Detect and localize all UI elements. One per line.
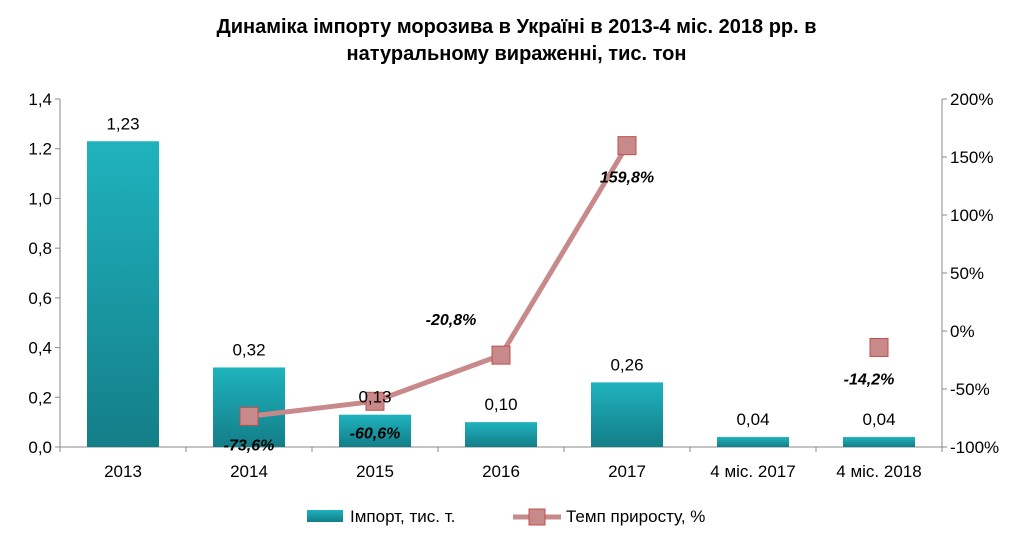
right-axis-tick-label: 50% [950, 264, 984, 283]
growth-line [239, 136, 889, 426]
bar [591, 382, 663, 447]
growth-marker [365, 391, 385, 411]
bar [339, 414, 411, 447]
x-axis-tick-label: 2013 [104, 462, 142, 481]
bar-data-label: 0,10 [484, 395, 517, 414]
legend-line-label: Темп приросту, % [566, 507, 705, 526]
growth-marker [239, 406, 259, 426]
bar [717, 437, 789, 447]
growth-marker [617, 136, 637, 156]
growth-data-label: -60,6% [350, 425, 401, 442]
bar [465, 422, 537, 447]
left-axis-tick-label: 1,4 [28, 90, 52, 109]
bar-data-label: 0,04 [736, 410, 769, 429]
data-labels: 1,23 0,32 0,13 0,10 0,26 0,04 0,04 -73,6% -60,6%… [106, 114, 895, 454]
left-axis-tick-label: 1,0 [28, 189, 52, 208]
x-axis-tick-label: 4 міс. 2017 [710, 462, 795, 481]
right-axis-tick-label: -100% [950, 438, 999, 457]
bars [87, 141, 915, 447]
growth-marker [491, 345, 511, 365]
growth-data-label: -20,8% [426, 312, 477, 329]
x-axis-tick-label: 4 міс. 2018 [836, 462, 921, 481]
bar-data-label: 0,13 [358, 388, 391, 407]
bar [87, 141, 159, 447]
right-axis-tick-label: 100% [950, 206, 993, 225]
left-axis-tick-label: 0,2 [28, 388, 52, 407]
left-axis-tick-label: 0,4 [28, 339, 52, 358]
right-axis-tick-label: 150% [950, 148, 993, 167]
bar-data-label: 0,32 [232, 340, 265, 359]
x-axis-tick-label: 2016 [482, 462, 520, 481]
chart-title-line2: натуральному вираженні, тис. тон [346, 43, 687, 65]
right-axis-tick-label: -50% [950, 380, 990, 399]
legend-line-marker [528, 508, 546, 526]
x-axis-tick-label: 2015 [356, 462, 394, 481]
growth-data-label: 159,8% [600, 170, 654, 187]
legend-bar-label: Імпорт, тис. т. [350, 507, 455, 526]
right-axis-tick-label: 0% [950, 322, 975, 341]
legend: Імпорт, тис. т. Темп приросту, % [307, 507, 705, 526]
x-axis-tick-label: 2017 [608, 462, 646, 481]
chart-title-line1: Динаміка імпорту морозива в Україні в 20… [216, 16, 817, 38]
growth-marker [869, 337, 889, 357]
left-axis-tick-label: 0,6 [28, 289, 52, 308]
bar-data-label: 1,23 [106, 114, 139, 133]
right-axis-tick-label: 200% [950, 90, 993, 109]
growth-data-label: -73,6% [224, 437, 275, 454]
x-axis-tick-label: 2014 [230, 462, 268, 481]
left-axis-tick-label: 0,0 [28, 438, 52, 457]
left-axis-tick-label: 1.2 [28, 140, 52, 159]
bar-data-label: 0,26 [610, 355, 643, 374]
legend-bar-swatch [307, 510, 343, 522]
chart-title: Динаміка імпорту морозива в Україні в 20… [0, 14, 1033, 68]
growth-line-path [248, 144, 630, 419]
axes: 0,0 0,2 0,4 0,6 0,8 1,0 1.2 1,4 -100% -50% 0% 50% 10… [28, 90, 999, 481]
left-axis-tick-label: 0,8 [28, 239, 52, 258]
bar-data-label: 0,04 [862, 410, 895, 429]
bar [843, 437, 915, 447]
growth-data-label: -14,2% [844, 371, 895, 388]
